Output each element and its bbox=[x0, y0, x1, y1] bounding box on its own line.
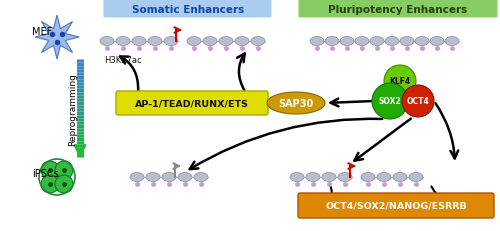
Ellipse shape bbox=[409, 173, 423, 182]
Text: H3K27ac: H3K27ac bbox=[104, 56, 142, 65]
Ellipse shape bbox=[162, 173, 176, 182]
Ellipse shape bbox=[194, 173, 208, 182]
Circle shape bbox=[372, 84, 408, 119]
Ellipse shape bbox=[306, 173, 320, 182]
Ellipse shape bbox=[132, 37, 146, 46]
Ellipse shape bbox=[100, 37, 114, 46]
Ellipse shape bbox=[385, 37, 399, 46]
Text: Reprogramming: Reprogramming bbox=[68, 73, 78, 146]
Ellipse shape bbox=[400, 37, 414, 46]
Ellipse shape bbox=[203, 37, 217, 46]
Ellipse shape bbox=[148, 37, 162, 46]
Circle shape bbox=[41, 161, 59, 179]
FancyBboxPatch shape bbox=[298, 193, 494, 218]
Ellipse shape bbox=[146, 173, 160, 182]
Ellipse shape bbox=[130, 173, 144, 182]
Circle shape bbox=[41, 175, 59, 193]
FancyBboxPatch shape bbox=[104, 0, 272, 18]
Ellipse shape bbox=[267, 93, 325, 115]
Ellipse shape bbox=[340, 37, 354, 46]
Ellipse shape bbox=[187, 37, 201, 46]
Ellipse shape bbox=[393, 173, 407, 182]
Ellipse shape bbox=[310, 37, 324, 46]
Text: AP-1/TEAD/RUNX/ETS: AP-1/TEAD/RUNX/ETS bbox=[135, 99, 249, 108]
FancyBboxPatch shape bbox=[116, 92, 268, 116]
Text: OCT4/SOX2/NANOG/ESRRB: OCT4/SOX2/NANOG/ESRRB bbox=[325, 201, 467, 210]
Text: KLF4: KLF4 bbox=[390, 77, 410, 86]
Ellipse shape bbox=[415, 37, 429, 46]
Ellipse shape bbox=[178, 173, 192, 182]
Ellipse shape bbox=[445, 37, 459, 46]
Text: iPSCs: iPSCs bbox=[32, 168, 59, 178]
Text: MEF: MEF bbox=[32, 27, 52, 37]
Ellipse shape bbox=[430, 37, 444, 46]
Ellipse shape bbox=[338, 173, 352, 182]
Text: Pluripotency Enhancers: Pluripotency Enhancers bbox=[328, 5, 468, 15]
Text: Somatic Enhancers: Somatic Enhancers bbox=[132, 5, 244, 15]
Ellipse shape bbox=[325, 37, 339, 46]
Text: SOX2: SOX2 bbox=[378, 97, 402, 106]
Ellipse shape bbox=[322, 173, 336, 182]
Text: SAP30: SAP30 bbox=[278, 99, 314, 109]
Ellipse shape bbox=[164, 37, 178, 46]
Ellipse shape bbox=[219, 37, 233, 46]
Circle shape bbox=[384, 66, 416, 97]
Circle shape bbox=[402, 86, 434, 118]
Circle shape bbox=[55, 161, 73, 179]
FancyBboxPatch shape bbox=[298, 0, 498, 18]
Circle shape bbox=[55, 175, 73, 193]
Ellipse shape bbox=[235, 37, 249, 46]
Text: OCT4: OCT4 bbox=[406, 97, 430, 106]
Ellipse shape bbox=[251, 37, 265, 46]
Ellipse shape bbox=[116, 37, 130, 46]
Ellipse shape bbox=[370, 37, 384, 46]
Ellipse shape bbox=[290, 173, 304, 182]
Ellipse shape bbox=[355, 37, 369, 46]
Polygon shape bbox=[35, 16, 79, 60]
Ellipse shape bbox=[377, 173, 391, 182]
Ellipse shape bbox=[361, 173, 375, 182]
